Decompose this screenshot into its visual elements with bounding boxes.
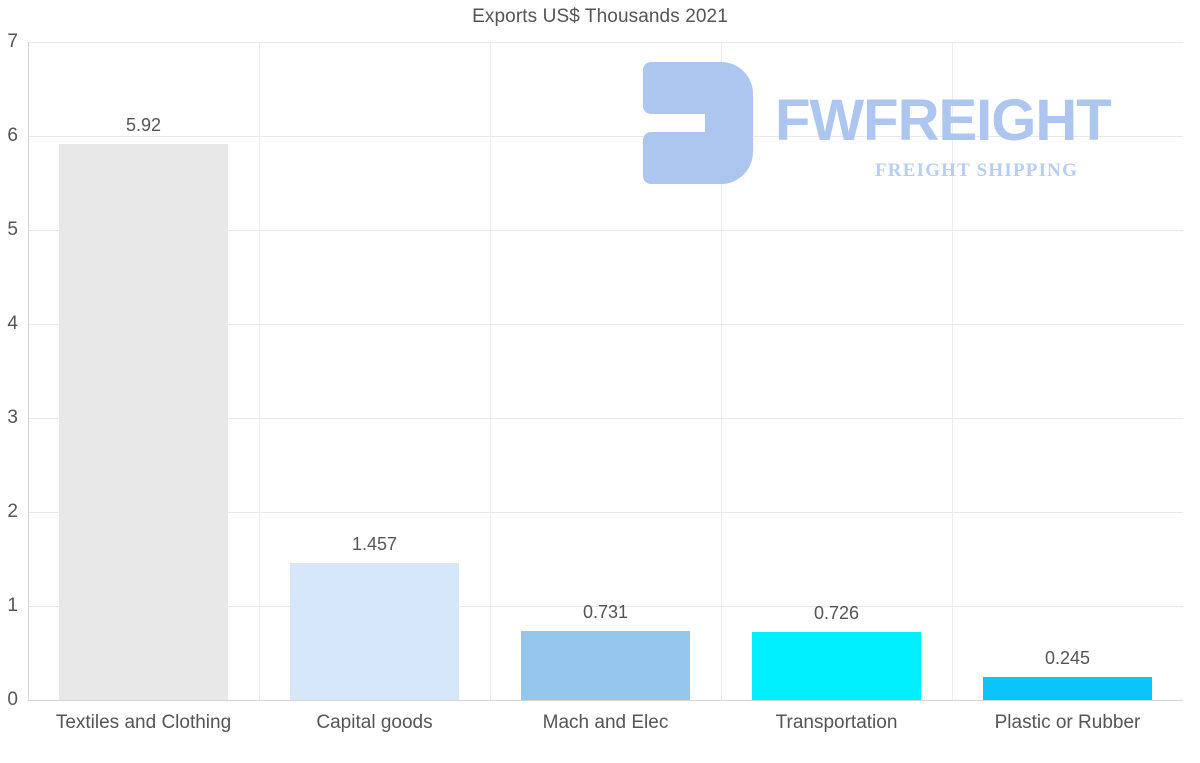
bar[interactable] (751, 631, 922, 700)
gridline-horizontal (28, 136, 1183, 137)
bar-value-label: 5.92 (125, 114, 162, 135)
y-axis-tick-label: 6 (7, 125, 18, 146)
gridline-horizontal (28, 324, 1183, 325)
gridline-vertical (952, 42, 953, 700)
y-axis-tick-label: 4 (7, 313, 18, 334)
bar-value-label: 0.245 (1044, 647, 1091, 668)
bar-value-label: 1.457 (351, 534, 398, 555)
y-axis-tick-label: 0 (7, 689, 18, 710)
gridline-vertical (259, 42, 260, 700)
gridline-vertical (721, 42, 722, 700)
bar[interactable] (289, 563, 460, 700)
x-axis-tick-label: Plastic or Rubber (994, 712, 1141, 733)
y-axis-tick-label: 5 (7, 219, 18, 240)
bar-value-label: 0.726 (813, 602, 860, 623)
x-axis-tick-label: Capital goods (316, 712, 433, 733)
bar[interactable] (58, 143, 229, 700)
gridline-horizontal (28, 512, 1183, 513)
x-axis-tick-label: Textiles and Clothing (55, 712, 232, 733)
y-axis-tick-label: 1 (7, 595, 18, 616)
gridline-vertical (490, 42, 491, 700)
y-axis-line (28, 42, 29, 700)
bar-value-label: 0.731 (582, 602, 629, 623)
gridline-horizontal (28, 230, 1183, 231)
x-axis-line (28, 700, 1183, 701)
chart-title: Exports US$ Thousands 2021 (472, 6, 728, 27)
gridline-horizontal (28, 42, 1183, 43)
y-axis-tick-label: 2 (7, 501, 18, 522)
bar[interactable] (520, 631, 691, 700)
y-axis-tick-label: 3 (7, 407, 18, 428)
plot-area (28, 42, 1183, 701)
gridline-horizontal (28, 418, 1183, 419)
x-axis-tick-label: Transportation (775, 712, 898, 733)
gridline-horizontal (28, 606, 1183, 607)
bar[interactable] (982, 676, 1153, 700)
x-axis-tick-label: Mach and Elec (542, 712, 669, 733)
y-axis-tick-label: 7 (7, 31, 18, 52)
